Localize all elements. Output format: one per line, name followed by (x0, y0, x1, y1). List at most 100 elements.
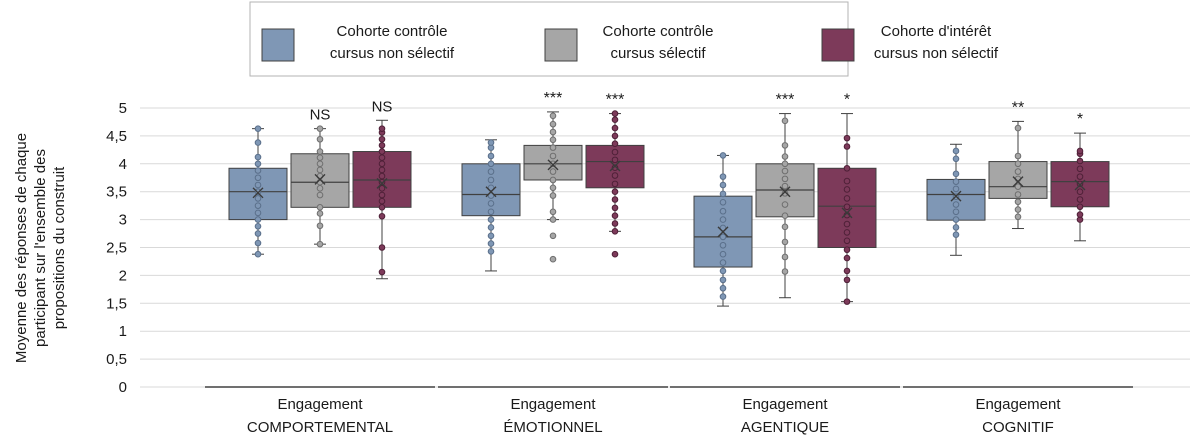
data-point-14 (781, 117, 789, 125)
data-point-7 (611, 188, 619, 195)
box-3-2: *** (755, 92, 815, 299)
legend-label-line1-2: Cohorte contrôle (603, 23, 714, 40)
data-point-13 (843, 177, 851, 185)
significance-label: * (1077, 111, 1083, 128)
data-point-7 (1014, 168, 1022, 175)
significance-label: NS (372, 98, 393, 115)
data-point-10 (549, 152, 557, 160)
data-point-11 (378, 160, 386, 168)
data-point-4 (316, 204, 324, 211)
data-point-12 (254, 167, 262, 174)
data-point-7 (254, 202, 262, 209)
data-point-2 (611, 228, 619, 235)
data-point-6 (843, 237, 851, 245)
data-point-4 (378, 204, 386, 211)
data-point-11 (254, 174, 262, 182)
data-point-15 (843, 143, 851, 150)
legend-label-line2-1: cursus non sélectif (330, 45, 455, 62)
box-1-3: NS (352, 98, 412, 280)
mean-marker (485, 186, 497, 198)
data-point-2 (843, 276, 851, 284)
data-point-16 (611, 116, 619, 124)
data-point-1 (254, 250, 262, 258)
data-point-5 (316, 191, 324, 199)
data-point-15 (611, 124, 619, 132)
data-point-3 (843, 267, 851, 275)
data-point-9 (316, 166, 324, 174)
mean-marker (1012, 176, 1024, 188)
box-4-3: * (1050, 111, 1110, 242)
mean-marker (841, 207, 853, 219)
data-point-2 (952, 224, 960, 231)
x-label-line2-4: COGNITIF (982, 419, 1054, 436)
data-point-7 (843, 229, 851, 236)
x-label-line1-4: Engagement (975, 396, 1061, 413)
data-point-2 (781, 253, 789, 261)
data-point-8 (781, 182, 789, 190)
data-point-8 (843, 220, 851, 228)
data-point-7 (487, 200, 495, 207)
legend-label-line1-1: Cohorte contrôle (337, 23, 448, 40)
data-point-13 (549, 128, 557, 136)
data-point-3 (1076, 203, 1084, 211)
data-point-12 (378, 154, 386, 161)
data-point-7 (719, 241, 727, 249)
y-axis-label-line-1: Moyenne des réponses de chaque (13, 133, 30, 363)
data-point-4 (1076, 196, 1084, 203)
data-point-14 (549, 120, 557, 128)
mean-marker (950, 190, 962, 202)
significance-label: * (844, 92, 850, 109)
data-point-11 (843, 195, 851, 202)
x-label-line1-1: Engagement (277, 396, 363, 413)
mean-marker (1074, 179, 1086, 191)
y-axis-label-line-3: propositions du construit (51, 166, 68, 329)
legend-label-line2-3: cursus non sélectif (874, 45, 999, 62)
data-point-9 (1014, 152, 1022, 160)
data-point-13 (611, 140, 619, 148)
data-point-4 (254, 222, 262, 230)
significance-label: *** (606, 92, 625, 109)
data-point-11 (487, 168, 495, 175)
ytick-label-1: 0,5 (106, 351, 127, 368)
data-point-10 (952, 155, 960, 163)
mean-marker (717, 226, 729, 238)
data-point-5 (378, 197, 386, 205)
data-point-5 (781, 212, 789, 219)
data-point-8 (378, 178, 386, 186)
data-point-10 (487, 176, 495, 184)
data-point-8 (487, 192, 495, 199)
data-point-16 (254, 125, 262, 132)
x-label-line1-3: Engagement (742, 396, 828, 413)
data-point-8 (952, 178, 960, 185)
data-point-1 (549, 255, 557, 263)
legend-swatch-1 (261, 28, 295, 62)
data-point-12 (781, 153, 789, 160)
ytick-label-3: 1,5 (106, 295, 127, 312)
data-point-14 (254, 153, 262, 161)
data-point-2 (1014, 206, 1022, 213)
data-point-9 (952, 170, 960, 178)
group-1: NS NS (228, 98, 412, 280)
data-point-9 (611, 172, 619, 179)
data-point-11 (549, 144, 557, 151)
data-point-14 (378, 142, 386, 149)
data-point-8 (254, 195, 262, 202)
data-point-9 (487, 184, 495, 192)
data-point-17 (378, 125, 386, 132)
box-3-3: * (817, 92, 877, 305)
group-3: *** * (693, 92, 877, 307)
data-point-6 (549, 184, 557, 192)
data-point-3 (611, 220, 619, 227)
legend-label-line2-2: cursus sélectif (610, 45, 706, 62)
data-point-17 (611, 110, 619, 117)
legend-swatch-2 (544, 28, 578, 62)
y-axis-label: Moyenne des réponses de chaque participan… (13, 133, 68, 363)
data-point-2 (719, 284, 727, 292)
data-point-3 (316, 210, 324, 217)
data-point-14 (843, 164, 851, 172)
data-point-8 (549, 168, 557, 175)
data-point-12 (316, 148, 324, 155)
data-point-8 (719, 233, 727, 241)
box-4-2: ** (988, 99, 1048, 230)
